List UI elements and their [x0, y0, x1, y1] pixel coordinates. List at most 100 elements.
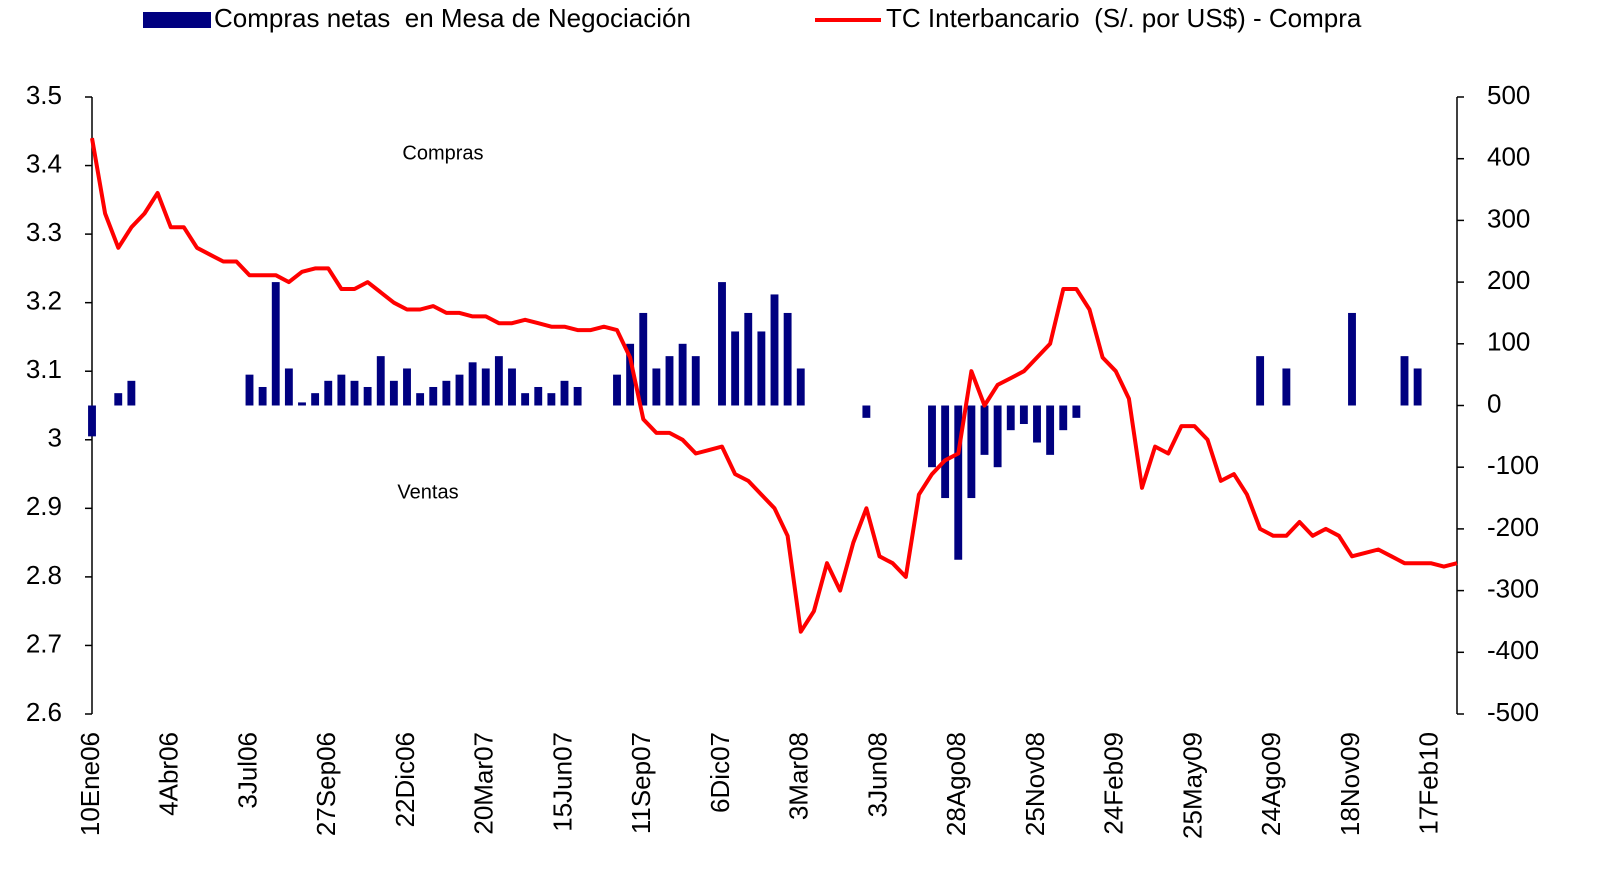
bar: [757, 331, 766, 406]
bar: [455, 374, 464, 406]
bar: [928, 405, 936, 468]
legend-label: TC Interbancario (S/. por US$) - Compra: [886, 3, 1362, 33]
y2-tick-label: -200: [1487, 512, 1539, 542]
y-tick-label: 2.6: [26, 697, 62, 727]
x-tick-label: 10Ene06: [75, 732, 105, 836]
bar: [770, 294, 779, 406]
x-tick-label: 22Dic06: [390, 732, 420, 827]
bar: [1046, 405, 1055, 455]
bar: [298, 402, 306, 406]
bar: [127, 380, 136, 406]
y2-tick-label: -300: [1487, 573, 1539, 603]
bar: [403, 368, 411, 406]
x-tick-label: 11Sep07: [626, 732, 656, 834]
bar: [665, 356, 674, 406]
bar: [429, 386, 438, 406]
y2-tick-label: -100: [1487, 450, 1539, 480]
bar: [389, 380, 398, 406]
bar: [731, 331, 740, 406]
x-tick-label: 17Feb10: [1414, 732, 1444, 835]
legend-swatch: [143, 12, 211, 28]
bar: [1400, 356, 1409, 406]
bar: [993, 405, 1002, 468]
bar: [442, 380, 451, 406]
bar: [311, 393, 320, 406]
y2-tick-label: 300: [1487, 203, 1530, 233]
annotation: Ventas: [397, 481, 458, 503]
bar: [114, 393, 123, 406]
y2-tick-label: -500: [1487, 697, 1539, 727]
x-tick-label: 20Mar07: [469, 732, 499, 835]
bar: [88, 405, 96, 437]
bar: [639, 312, 648, 406]
annotation: Compras: [402, 142, 483, 164]
y-tick-label: 3.4: [26, 148, 62, 178]
bar: [691, 356, 700, 406]
bar: [1033, 405, 1041, 443]
bar: [744, 312, 753, 406]
x-tick-label: 3Mar08: [784, 732, 814, 820]
x-tick-label: 15Jun07: [547, 732, 577, 832]
y2-tick-label: 500: [1487, 80, 1530, 110]
bar: [284, 368, 293, 406]
x-tick-label: 27Sep06: [311, 732, 341, 836]
y-tick-label: 2.9: [26, 491, 62, 521]
bar: [980, 405, 989, 455]
y-tick-label: 3.3: [26, 217, 62, 247]
x-tick-label: 24Ago09: [1256, 732, 1286, 836]
bar: [967, 405, 976, 499]
bar: [1019, 405, 1028, 425]
y-tick-label: 2.7: [26, 628, 62, 658]
x-tick-label: 6Dic07: [705, 732, 735, 813]
bar: [560, 380, 569, 406]
bar: [363, 386, 372, 406]
y2-tick-label: 100: [1487, 327, 1530, 357]
bar: [1413, 368, 1422, 406]
x-tick-label: 25May09: [1177, 732, 1207, 839]
bar: [416, 393, 425, 406]
x-tick-label: 24Feb09: [1099, 732, 1129, 835]
x-tick-label: 3Jul06: [232, 732, 262, 809]
bar: [626, 343, 635, 406]
bar: [783, 312, 792, 406]
x-tick-label: 4Abr06: [154, 732, 184, 816]
bar: [521, 393, 530, 406]
bar: [1256, 356, 1265, 406]
x-tick-label: 18Nov09: [1335, 732, 1365, 836]
y2-tick-label: -400: [1487, 635, 1539, 665]
x-tick-label: 28Ago08: [941, 732, 971, 836]
line: [90, 137, 1458, 634]
bar: [258, 386, 267, 406]
y-tick-label: 3.5: [26, 80, 62, 110]
y2-tick-label: 400: [1487, 142, 1530, 172]
bar: [324, 380, 333, 406]
y-tick-label: 2.8: [26, 560, 62, 590]
bar: [271, 282, 280, 406]
y-tick-label: 3.1: [26, 354, 62, 384]
bar: [1006, 405, 1015, 431]
bar: [678, 343, 687, 406]
bar: [534, 386, 543, 406]
y-tick-label: 3: [48, 423, 62, 453]
x-tick-label: 3Jun08: [862, 732, 892, 817]
bar: [350, 380, 359, 406]
x-tick-label: 25Nov08: [1020, 732, 1050, 836]
bar: [718, 282, 726, 406]
bar: [941, 405, 950, 499]
bar: [245, 374, 254, 406]
bar: [1059, 405, 1068, 431]
y2-tick-label: 200: [1487, 265, 1530, 295]
bar: [468, 362, 477, 406]
bar: [1282, 368, 1291, 406]
bar: [796, 368, 805, 406]
bar: [954, 405, 963, 560]
bar: [862, 405, 871, 418]
bar: [613, 374, 621, 406]
bar: [547, 393, 556, 406]
bar: [376, 356, 385, 406]
y-tick-label: 3.2: [26, 286, 62, 316]
bar: [508, 368, 516, 406]
bar: [481, 368, 490, 406]
bar: [652, 368, 661, 406]
